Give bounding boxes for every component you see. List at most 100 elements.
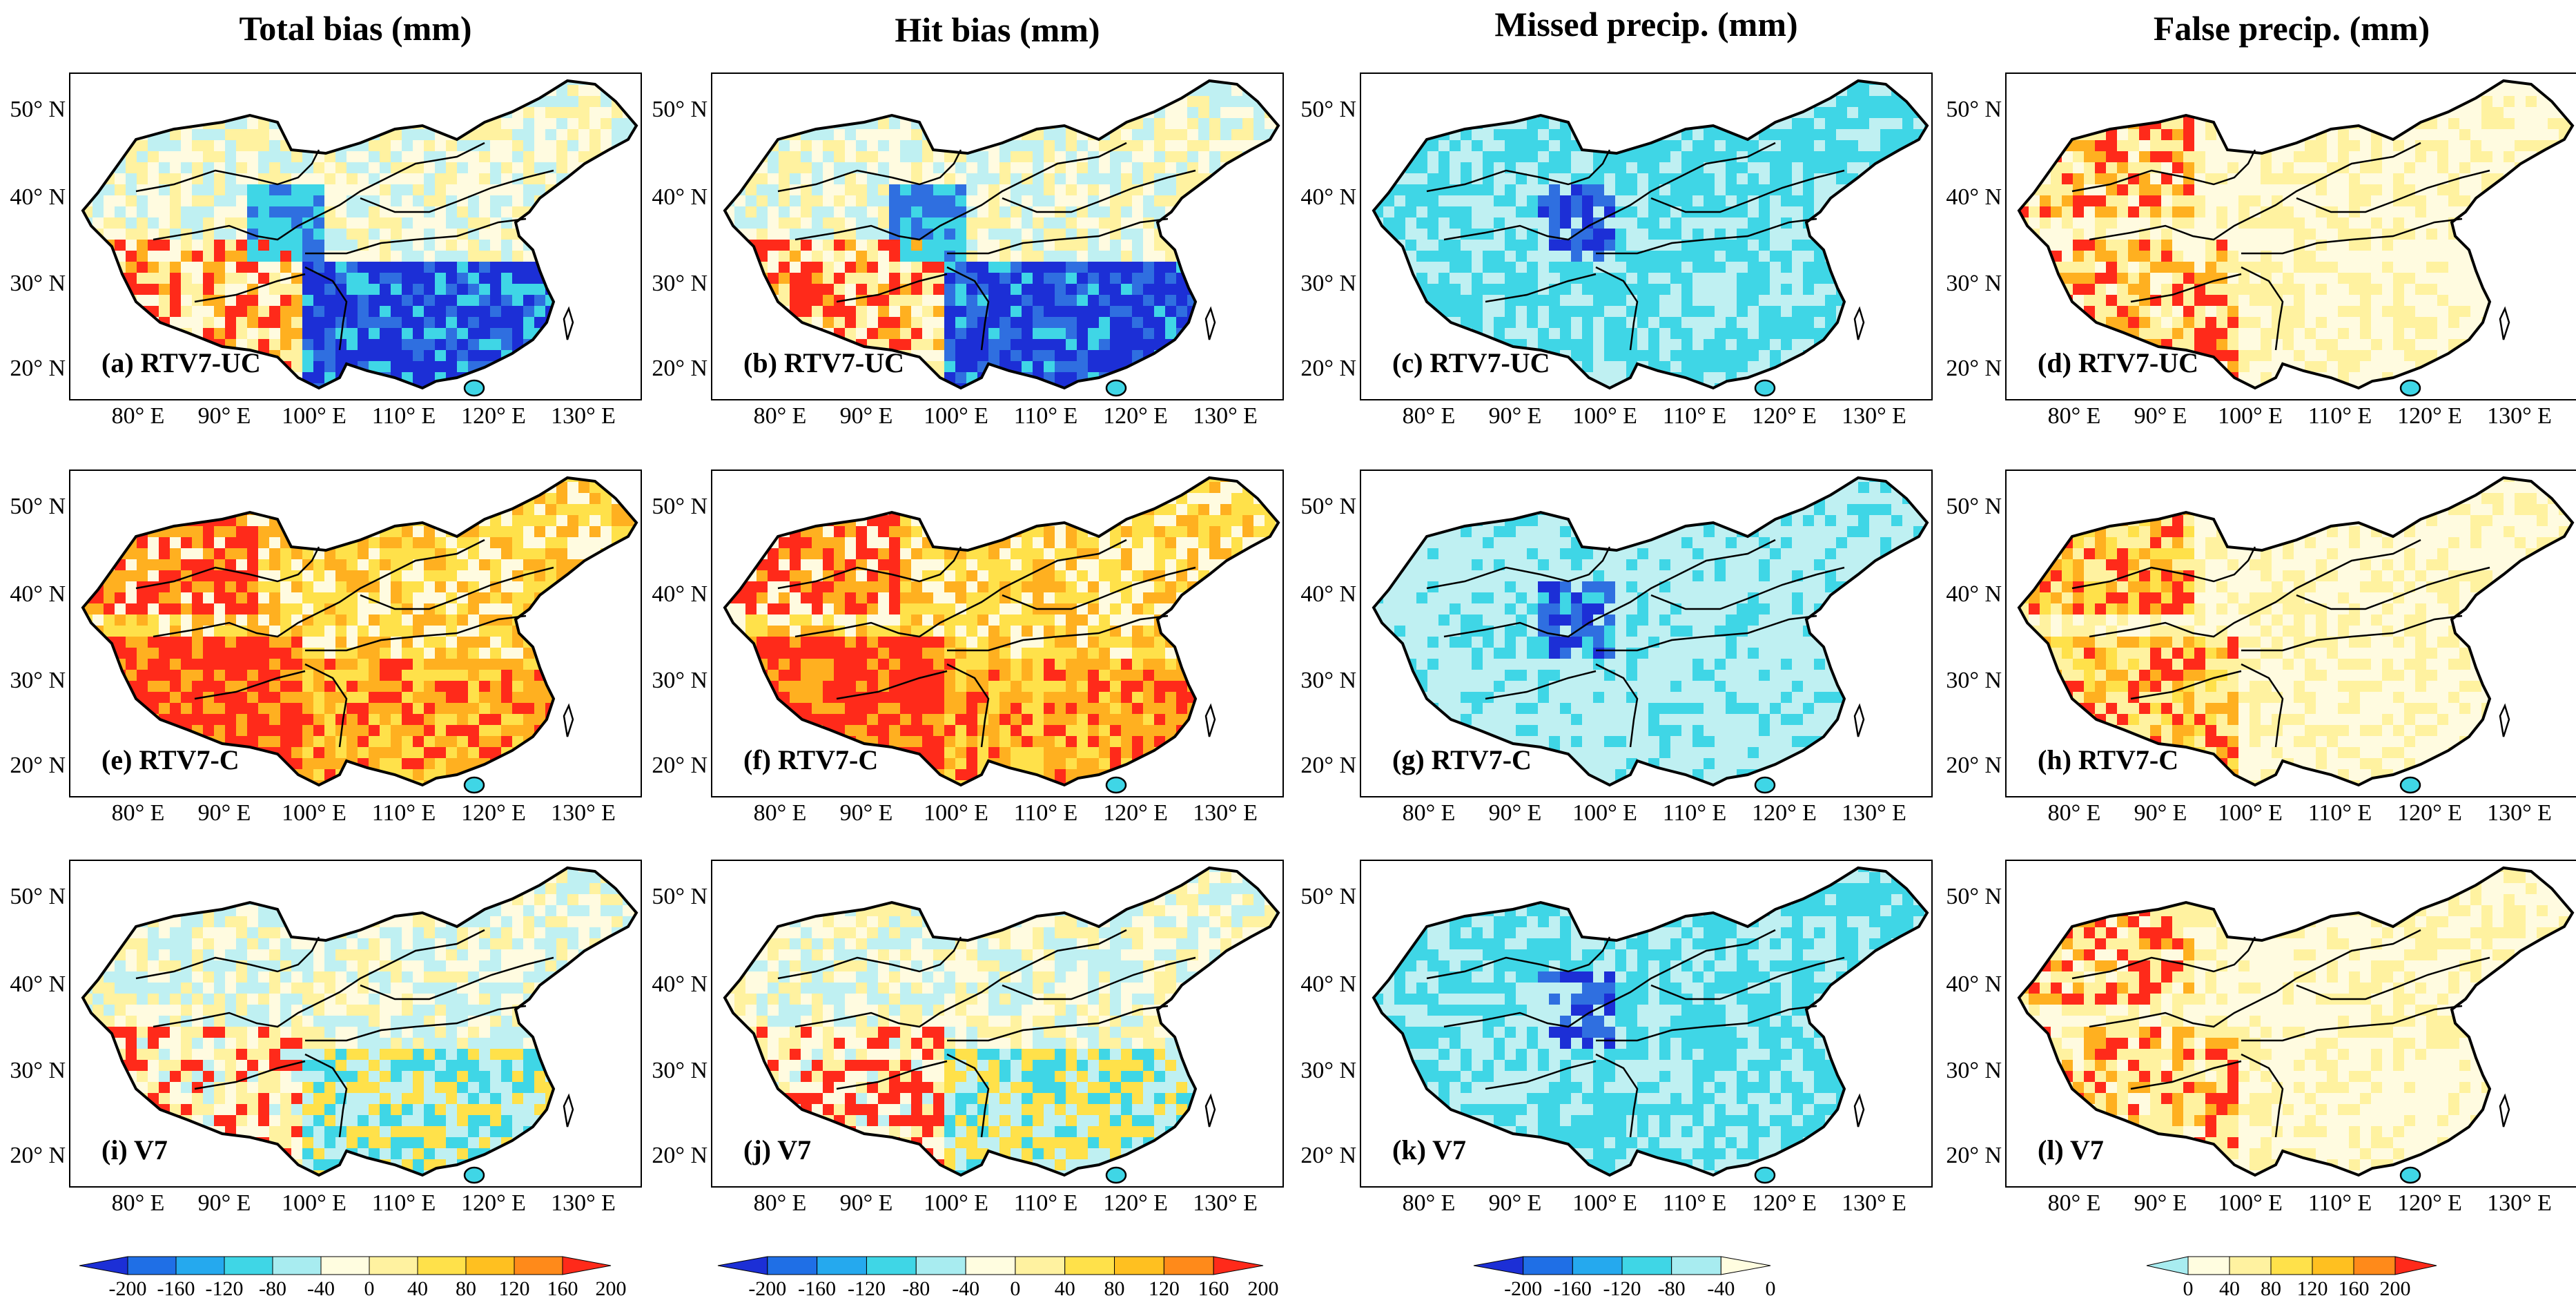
grid-cell [1858,295,1870,307]
grid-cell [83,118,93,130]
grid-cell [1770,81,1782,86]
grid-cell [83,173,93,185]
grid-cell [801,262,812,273]
grid-cell [2238,118,2250,130]
grid-cell [236,273,248,284]
grid-cell [203,328,215,340]
grid-cell [556,251,568,262]
grid-cell [302,129,314,141]
grid-cell [1902,295,1914,307]
grid-cell [1527,240,1539,251]
grid-cell [1803,118,1815,130]
grid-cell [1394,229,1406,240]
grid-cell [1374,251,1384,262]
grid-cell [1077,295,1089,307]
grid-cell [1560,295,1572,307]
grid-cell [1803,262,1815,273]
grid-cell [823,85,835,97]
grid-cell [834,251,846,262]
grid-cell [534,306,546,318]
grid-cell [1781,240,1793,251]
grid-cell [137,162,148,174]
grid-cell [358,162,369,174]
grid-cell [1571,372,1583,384]
grid-cell [900,383,912,388]
grid-cell [1361,339,1373,351]
grid-cell [612,240,623,251]
grid-cell [1187,195,1199,207]
grid-cell [192,195,204,207]
grid-cell [1394,140,1406,152]
grid-cell [203,306,215,318]
grid-cell [523,372,535,384]
grid-cell [2238,85,2250,97]
grid-cell [812,206,823,218]
grid-cell [1187,328,1199,340]
grid-cell [137,229,148,240]
grid-cell [1659,81,1671,86]
grid-cell [148,284,159,296]
grid-cell [1176,240,1188,251]
grid-cell [1692,394,1704,400]
grid-cell [1110,284,1122,296]
grid-cell [1637,262,1649,273]
grid-cell [623,85,634,97]
grid-cell [534,295,546,307]
grid-cell [247,151,259,163]
grid-cell [115,129,126,141]
grid-cell [1077,162,1089,174]
grid-cell [634,317,636,329]
grid-cell [1066,140,1077,152]
grid-cell [1858,350,1870,362]
grid-cell [1187,273,1199,284]
grid-cell [1748,96,1759,108]
grid-cell [1361,74,1373,86]
grid-cell [115,217,126,229]
grid-cell [269,96,281,108]
grid-cell [889,217,901,229]
grid-cell [1033,383,1044,388]
grid-cell [1374,361,1384,373]
grid-cell [1132,118,1144,130]
grid-cell [347,118,358,130]
grid-cell [1858,372,1870,384]
grid-cell [92,262,104,273]
grid-cell [878,140,890,152]
grid-cell [1011,184,1022,196]
region-boundary [947,217,1169,255]
grid-cell [258,151,270,163]
panel-label: (a) RTV7-UC [101,347,261,378]
grid-cell [1770,251,1782,262]
grid-cell [1748,81,1759,86]
grid-cell [380,284,391,296]
grid-cell [479,284,491,296]
grid-cell [1527,262,1539,273]
grid-cell [900,96,912,108]
grid-cell [1670,251,1682,262]
grid-cell [280,195,292,207]
grid-cell [1374,339,1384,351]
grid-cell [900,240,912,251]
grid-cell [1427,262,1439,273]
grid-cell [1814,295,1826,307]
grid-cell [1704,96,1715,108]
grid-cell [1582,85,1594,97]
grid-cell [834,96,846,108]
grid-cell [1814,151,1826,163]
grid-cell [944,217,956,229]
grid-cell [790,140,801,152]
grid-cell [1637,118,1649,130]
grid-cell [1637,240,1649,251]
grid-cell [2205,96,2217,108]
grid-cell [900,328,912,340]
grid-cell [490,140,502,152]
grid-cell [1913,240,1925,251]
grid-cell [1704,295,1715,307]
grid-cell [1132,394,1144,400]
grid-cell [1450,251,1461,262]
grid-cell [1803,162,1815,174]
grid-cell [1383,162,1395,174]
grid-cell [933,383,945,388]
grid-cell [1538,306,1550,318]
grid-cell [911,284,923,296]
